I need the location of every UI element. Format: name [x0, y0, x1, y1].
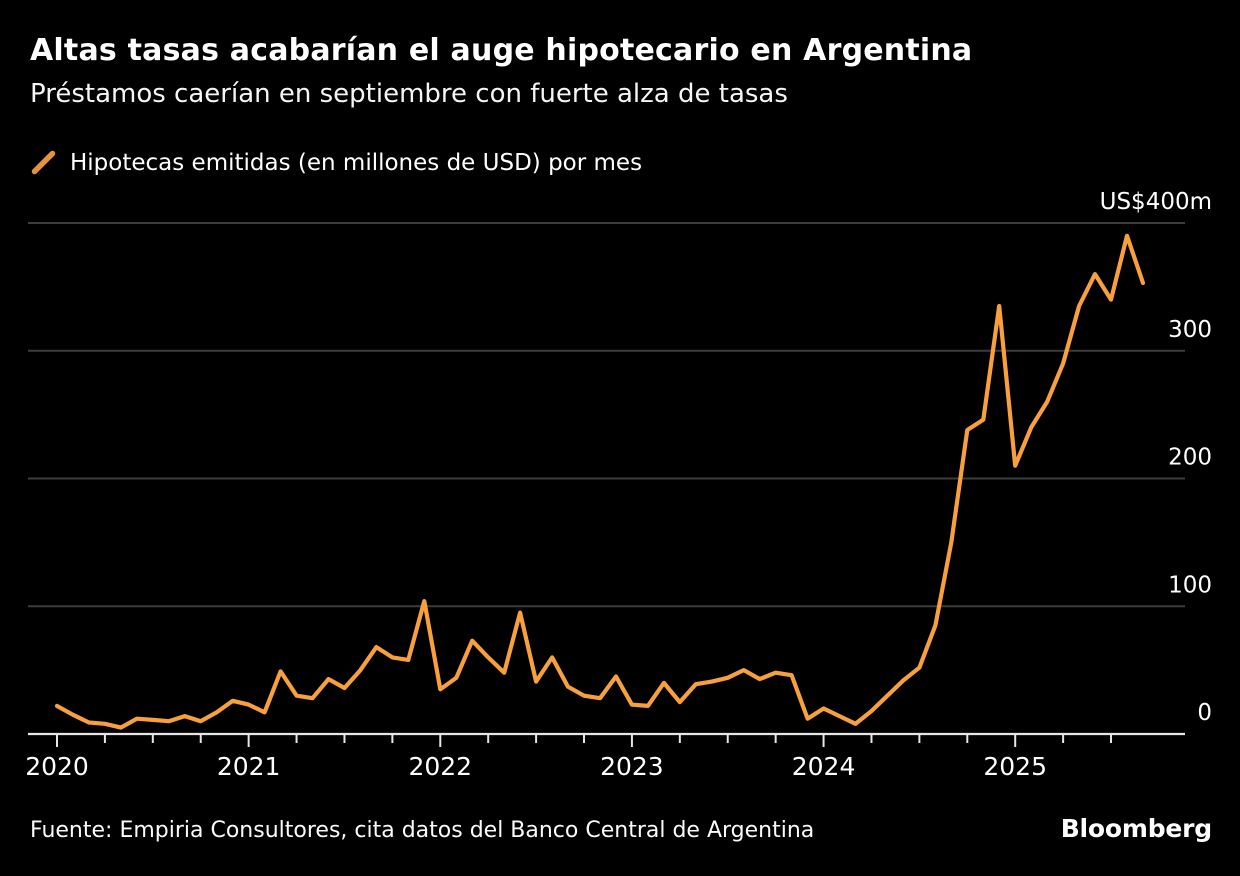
y-axis-label: 200 [1168, 445, 1212, 471]
legend: Hipotecas emitidas (en millones de USD) … [30, 149, 642, 176]
x-axis-label: 2025 [983, 752, 1047, 781]
x-axis-label: 2021 [217, 752, 281, 781]
legend-label: Hipotecas emitidas (en millones de USD) … [70, 149, 643, 176]
y-axis-label: US$400m [1100, 189, 1212, 215]
data-line [54, 233, 1146, 730]
y-axis-label: 100 [1168, 572, 1212, 598]
chart-subtitle: Préstamos caerían en septiembre con fuer… [30, 79, 788, 109]
chart-title: Altas tasas acabarían el auge hipotecari… [30, 33, 973, 68]
x-axis-label: 2020 [25, 752, 89, 781]
x-axis-label: 2024 [792, 752, 856, 781]
bloomberg-logo: Bloomberg [1060, 814, 1213, 843]
source-note: Fuente: Empiria Consultores, cita datos … [30, 818, 815, 843]
y-axis-label: 0 [1197, 700, 1212, 726]
y-axis-label: 300 [1168, 317, 1212, 343]
footer: Fuente: Empiria Consultores, cita datos … [30, 814, 1212, 843]
x-axis-label: 2023 [600, 752, 664, 781]
x-axis-label: 2022 [408, 752, 472, 781]
legend-line-icon [31, 150, 56, 175]
